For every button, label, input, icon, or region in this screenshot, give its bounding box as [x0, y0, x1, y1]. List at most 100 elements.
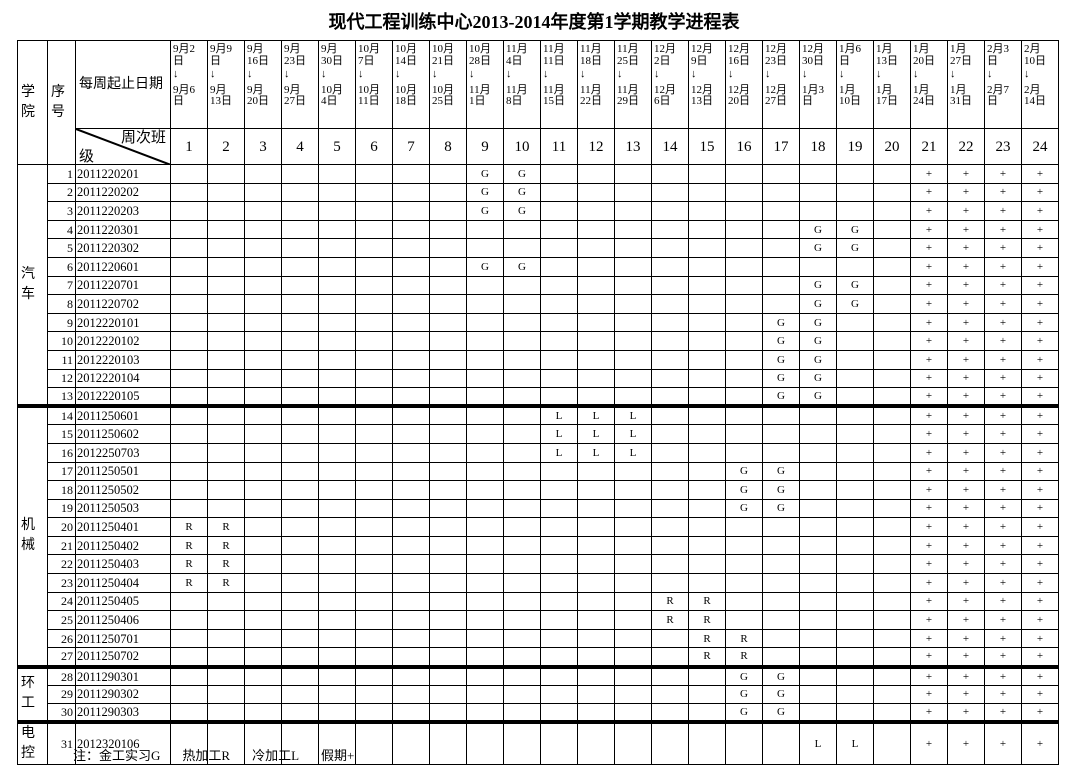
- schedule-cell: G: [725, 461, 763, 482]
- schedule-cell: [873, 517, 911, 537]
- schedule-cell: [799, 664, 837, 686]
- row-index: 2: [47, 182, 76, 203]
- schedule-cell: [651, 182, 689, 203]
- date-end: 9月27日: [284, 83, 306, 107]
- schedule-cell: [429, 404, 467, 426]
- schedule-cell: [836, 554, 874, 575]
- schedule-cell: [355, 238, 393, 258]
- class-id: 2011250602: [75, 424, 171, 444]
- schedule-cell: [207, 294, 245, 314]
- date-end: 11月29日: [617, 83, 639, 107]
- schedule-cell: [392, 720, 430, 765]
- date-start: 9月2日: [173, 43, 195, 67]
- schedule-cell: R: [207, 573, 245, 593]
- schedule-cell: [244, 628, 282, 649]
- schedule-cell: [651, 404, 689, 426]
- schedule-cell: [355, 684, 393, 705]
- schedule-cell: [318, 684, 356, 705]
- schedule-cell: [836, 368, 874, 389]
- schedule-cell: R: [725, 647, 763, 668]
- schedule-cell: [170, 294, 208, 314]
- schedule-cell: [244, 498, 282, 519]
- schedule-cell: [244, 387, 282, 407]
- schedule-cell: [836, 442, 874, 463]
- schedule-cell: [170, 219, 208, 240]
- schedule-cell: [281, 664, 319, 686]
- schedule-cell: [318, 387, 356, 407]
- schedule-cell: [688, 312, 726, 333]
- schedule-cell: +: [1021, 535, 1059, 556]
- date-arrow: ↓: [469, 68, 475, 80]
- schedule-cell: [244, 535, 282, 556]
- schedule-cell: [207, 720, 245, 765]
- class-id: 2011250601: [75, 404, 171, 426]
- schedule-cell: [577, 591, 615, 612]
- schedule-cell: [503, 498, 541, 519]
- schedule-cell: [540, 591, 578, 612]
- date-end: 1月3日: [802, 83, 824, 107]
- schedule-cell: [503, 461, 541, 482]
- class-id: 2012220105: [75, 387, 171, 407]
- date-end: 9月13日: [210, 83, 232, 107]
- schedule-cell: [725, 368, 763, 389]
- schedule-cell: R: [170, 573, 208, 593]
- schedule-cell: [244, 684, 282, 705]
- date-end: 11月1日: [469, 83, 491, 107]
- schedule-cell: [429, 256, 467, 277]
- schedule-cell: R: [207, 517, 245, 537]
- date-arrow: ↓: [728, 68, 734, 80]
- schedule-cell: [466, 610, 504, 630]
- schedule-cell: +: [1021, 349, 1059, 370]
- schedule-cell: +: [984, 535, 1022, 556]
- schedule-cell: [540, 368, 578, 389]
- schedule-cell: G: [466, 256, 504, 277]
- schedule-cell: [836, 461, 874, 482]
- row-index: 23: [47, 573, 76, 593]
- schedule-cell: [873, 238, 911, 258]
- date-range-header: 每周起止日期: [75, 40, 171, 129]
- schedule-cell: [170, 684, 208, 705]
- schedule-cell: [392, 349, 430, 370]
- schedule-cell: +: [947, 480, 985, 500]
- date-end: 11月22日: [580, 83, 602, 107]
- schedule-cell: [466, 219, 504, 240]
- legend-item: 冷加工L: [252, 748, 300, 763]
- schedule-cell: [281, 684, 319, 705]
- schedule-cell: +: [947, 349, 985, 370]
- week-number: 9: [466, 128, 504, 165]
- schedule-cell: +: [910, 554, 948, 575]
- schedule-cell: +: [947, 387, 985, 407]
- schedule-cell: [651, 535, 689, 556]
- schedule-cell: +: [910, 238, 948, 258]
- schedule-cell: +: [910, 628, 948, 649]
- schedule-cell: +: [910, 664, 948, 686]
- schedule-cell: [762, 517, 800, 537]
- schedule-cell: [614, 219, 652, 240]
- schedule-cell: [207, 480, 245, 500]
- schedule-cell: [651, 480, 689, 500]
- schedule-cell: +: [1021, 404, 1059, 426]
- row-index: 21: [47, 535, 76, 556]
- table-row: 29 2011290302 G G + + + +: [18, 684, 1059, 705]
- table-row: 19 2011250503 G G + + + +: [18, 498, 1059, 519]
- class-id: 2011220702: [75, 294, 171, 314]
- schedule-cell: [170, 647, 208, 668]
- schedule-cell: [725, 331, 763, 351]
- schedule-cell: [540, 684, 578, 705]
- week-label: 周次班: [120, 130, 166, 146]
- schedule-cell: G: [762, 498, 800, 519]
- schedule-cell: [466, 294, 504, 314]
- schedule-cell: [540, 349, 578, 370]
- schedule-cell: [873, 424, 911, 444]
- date-start: 10月7日: [358, 43, 380, 67]
- schedule-cell: [355, 480, 393, 500]
- schedule-cell: [614, 349, 652, 370]
- schedule-cell: [614, 312, 652, 333]
- date-end: 1月17日: [876, 83, 898, 107]
- schedule-cell: G: [836, 219, 874, 240]
- schedule-cell: [577, 294, 615, 314]
- schedule-cell: +: [910, 368, 948, 389]
- schedule-cell: [281, 368, 319, 389]
- schedule-cell: [355, 201, 393, 221]
- schedule-cell: +: [947, 424, 985, 444]
